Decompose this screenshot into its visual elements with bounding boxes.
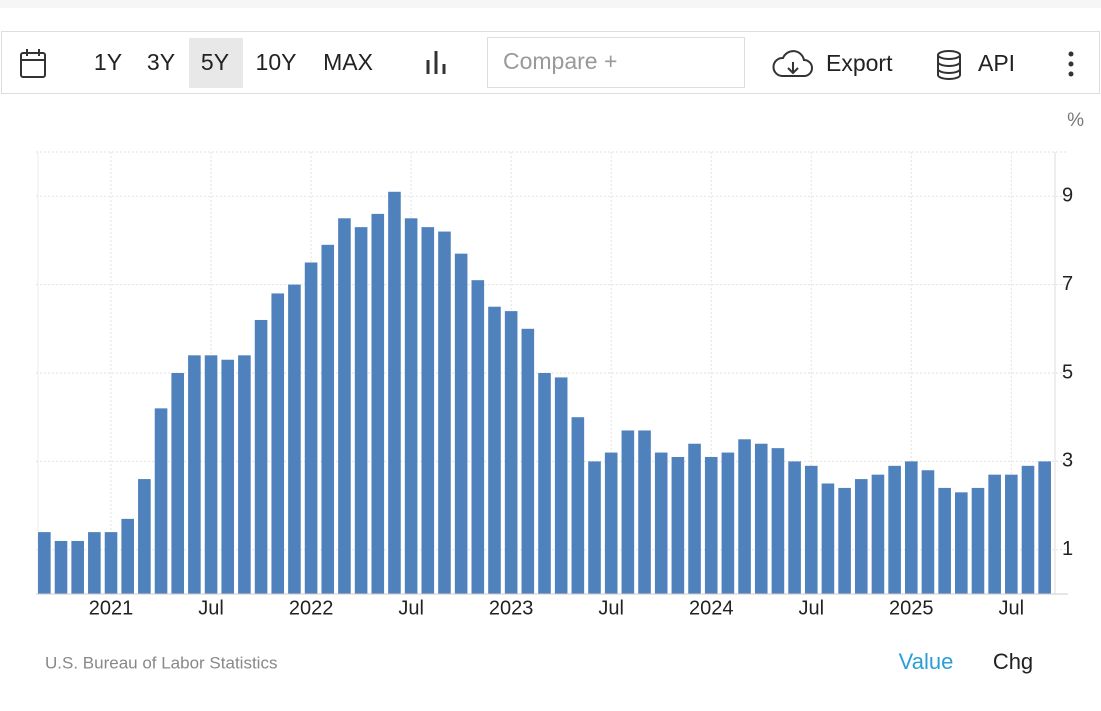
bar bbox=[804, 465, 818, 594]
bar bbox=[504, 311, 518, 594]
bar bbox=[271, 293, 285, 594]
x-tick-label: 2025 bbox=[889, 597, 934, 619]
bar bbox=[1038, 461, 1051, 594]
bar bbox=[254, 319, 268, 594]
export[interactable]: Export bbox=[826, 50, 893, 76]
bar bbox=[771, 448, 785, 594]
x-tick-label: Jul bbox=[999, 597, 1025, 619]
x-tick-label: 2024 bbox=[689, 597, 734, 619]
bar bbox=[971, 487, 985, 594]
bar bbox=[854, 479, 868, 594]
bar bbox=[754, 443, 768, 594]
y-tick-label: 5 bbox=[1062, 361, 1073, 383]
bar bbox=[621, 430, 635, 594]
bar bbox=[104, 532, 118, 594]
bar bbox=[121, 518, 134, 594]
bar bbox=[188, 355, 201, 594]
chart-type-icon[interactable] bbox=[426, 51, 446, 74]
bar bbox=[338, 218, 351, 595]
bar bbox=[955, 492, 968, 594]
value-tab[interactable]: Value bbox=[899, 649, 954, 674]
compare-box[interactable] bbox=[487, 37, 745, 88]
bar bbox=[354, 227, 368, 594]
bar bbox=[638, 430, 651, 594]
calendar-icon[interactable] bbox=[20, 49, 46, 78]
bar bbox=[204, 355, 218, 594]
source: U.S. Bureau of Labor Statistics bbox=[45, 653, 277, 672]
bar bbox=[221, 359, 235, 594]
bar bbox=[371, 213, 385, 594]
top-strip bbox=[0, 0, 1101, 8]
bar bbox=[788, 461, 801, 594]
bar bbox=[404, 218, 418, 595]
x-tick-label: 2021 bbox=[89, 597, 134, 619]
compare[interactable]: Compare + bbox=[503, 48, 617, 74]
x-tick-label: Jul bbox=[798, 597, 824, 619]
bar bbox=[904, 461, 918, 594]
x-tick-label: Jul bbox=[198, 597, 224, 619]
bar bbox=[454, 253, 468, 594]
bar bbox=[288, 284, 301, 594]
bar bbox=[988, 474, 1001, 594]
bar bbox=[521, 328, 535, 594]
y-tick-label: 3 bbox=[1062, 450, 1073, 472]
x-tick-label: Jul bbox=[398, 597, 424, 619]
bar bbox=[938, 487, 951, 594]
bar bbox=[688, 443, 701, 594]
bar bbox=[571, 417, 585, 594]
bar bbox=[304, 262, 318, 594]
bar bbox=[1005, 474, 1018, 594]
bar bbox=[388, 191, 401, 594]
bar bbox=[38, 532, 51, 594]
range-button[interactable]: 5Y bbox=[201, 49, 229, 75]
bar bbox=[838, 487, 851, 594]
chg-tab[interactable]: Chg bbox=[993, 649, 1033, 674]
api[interactable]: API bbox=[978, 50, 1015, 76]
bar bbox=[704, 456, 718, 594]
bar bbox=[721, 452, 735, 594]
bar bbox=[554, 377, 568, 594]
bar bbox=[654, 452, 668, 594]
export-icon[interactable] bbox=[772, 50, 813, 77]
bar bbox=[471, 280, 485, 594]
bar bbox=[488, 306, 501, 594]
bar bbox=[238, 355, 251, 594]
bar bbox=[821, 483, 835, 594]
bar bbox=[604, 452, 618, 594]
y-tick-label: 9 bbox=[1062, 184, 1073, 206]
bar bbox=[171, 373, 185, 594]
bar bbox=[71, 540, 84, 594]
range-button[interactable]: 3Y bbox=[147, 49, 175, 75]
bar bbox=[671, 456, 685, 594]
y-tick-label: 1 bbox=[1062, 538, 1073, 560]
bar bbox=[921, 470, 935, 594]
bar bbox=[738, 439, 751, 594]
bar bbox=[138, 479, 151, 594]
bar bbox=[888, 465, 901, 594]
bar bbox=[871, 474, 885, 594]
range-button[interactable]: 1Y bbox=[94, 49, 122, 75]
menu-icon[interactable] bbox=[1068, 51, 1074, 77]
unit: % bbox=[1067, 110, 1084, 131]
bar bbox=[1021, 465, 1035, 594]
bar bbox=[421, 227, 435, 594]
bar bbox=[88, 532, 101, 594]
api-icon[interactable] bbox=[937, 50, 961, 80]
range-button[interactable]: MAX bbox=[323, 49, 373, 75]
selected-range-bg bbox=[189, 38, 243, 88]
x-tick-label: 2023 bbox=[489, 597, 534, 619]
bar bbox=[588, 461, 601, 594]
x-tick-label: Jul bbox=[598, 597, 624, 619]
bar bbox=[321, 244, 335, 594]
x-tick-label: 2022 bbox=[289, 597, 334, 619]
bar bbox=[54, 540, 68, 594]
range-button[interactable]: 10Y bbox=[256, 49, 297, 75]
bar bbox=[538, 373, 551, 594]
bar bbox=[438, 231, 451, 594]
y-tick-label: 7 bbox=[1062, 273, 1073, 295]
bar bbox=[154, 408, 168, 594]
